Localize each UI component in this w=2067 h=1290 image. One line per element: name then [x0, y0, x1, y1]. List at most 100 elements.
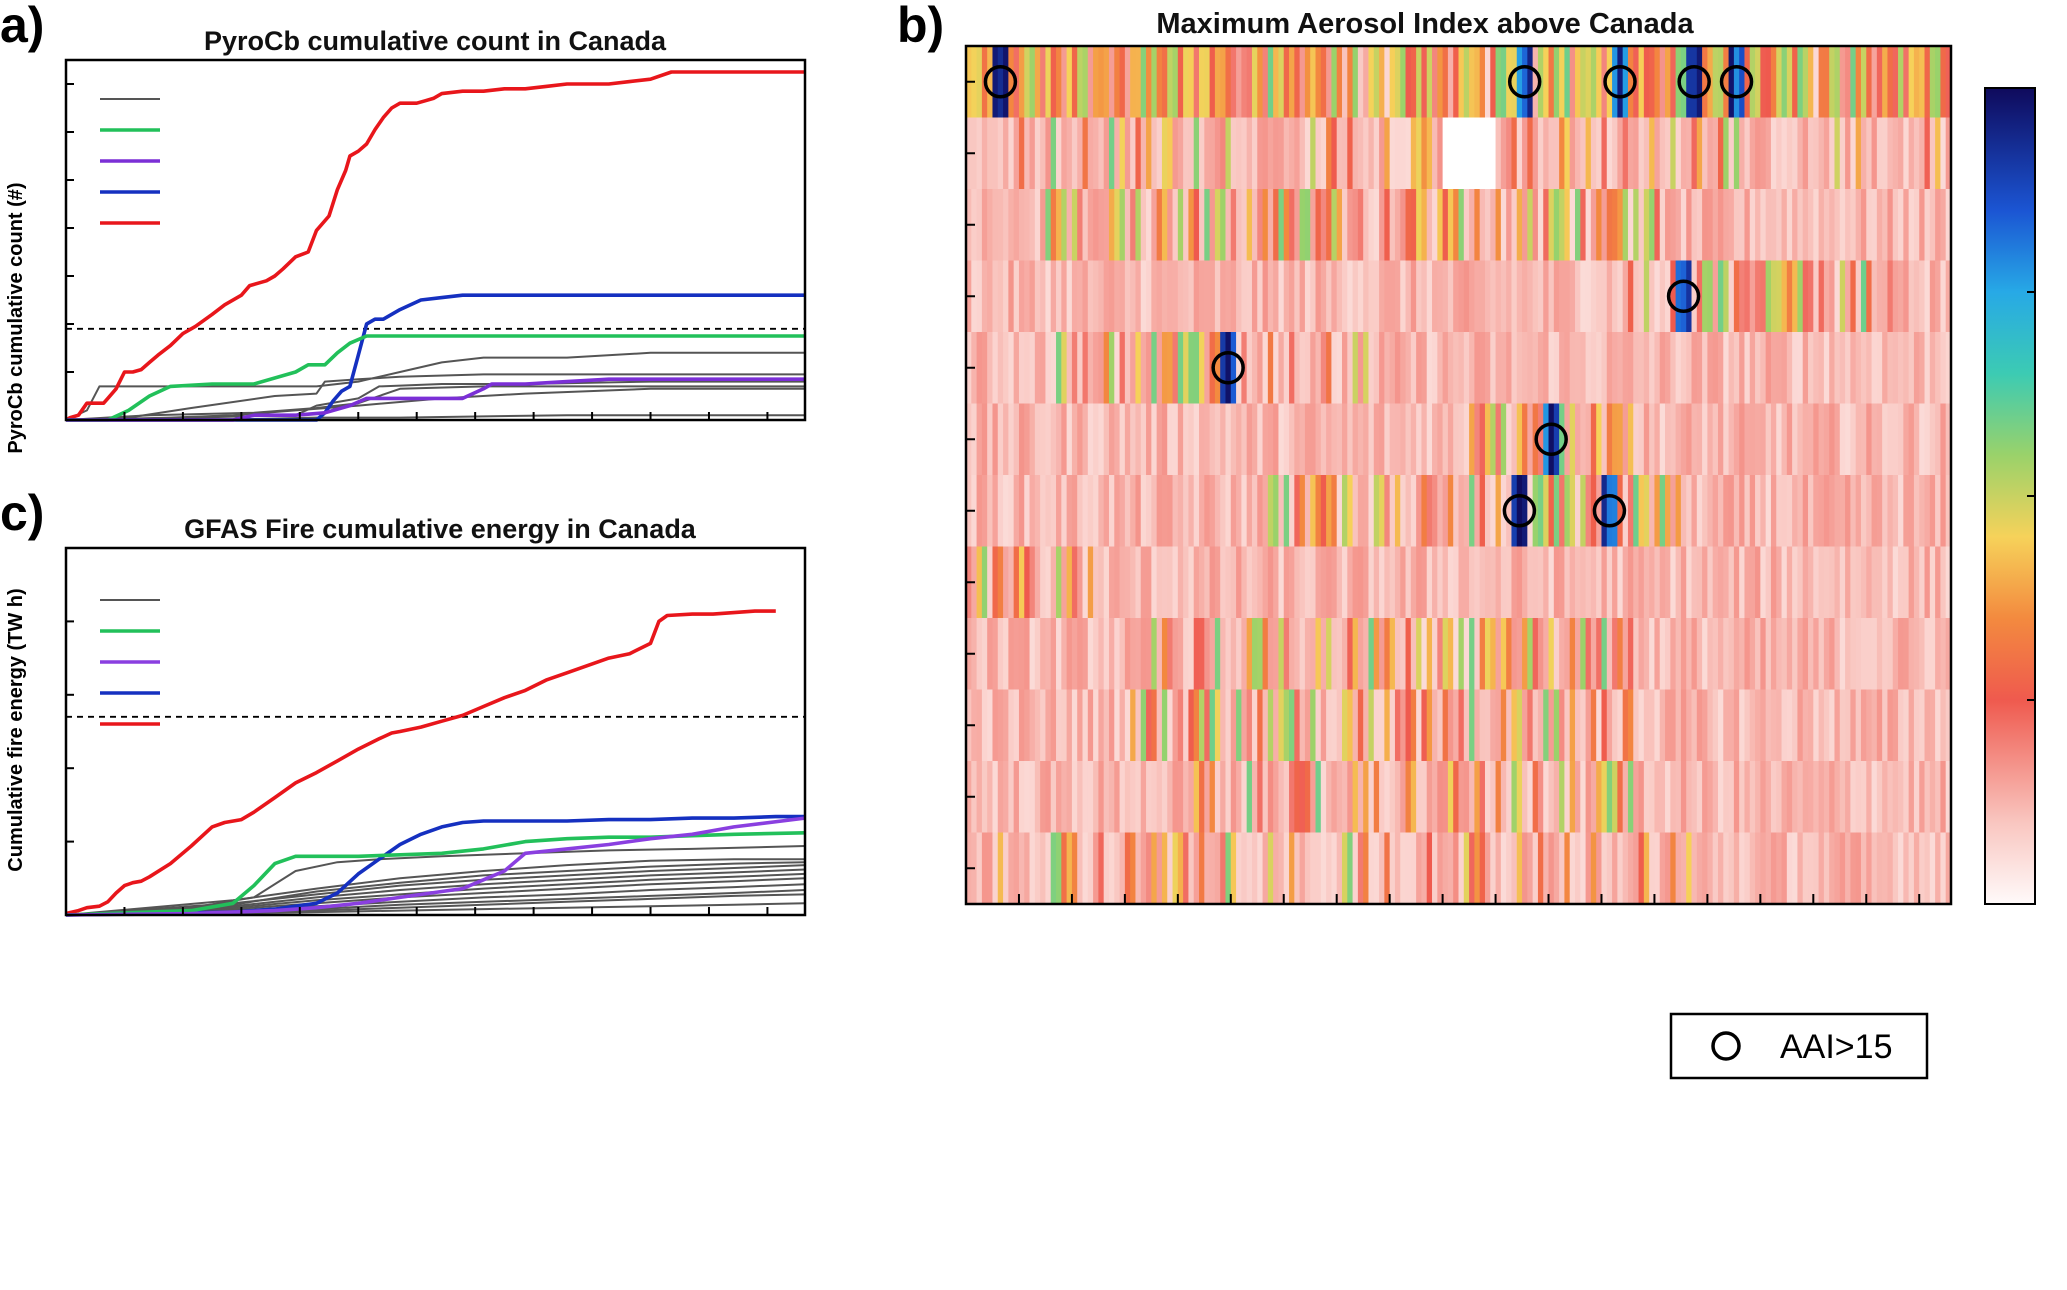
heat-cell	[1103, 46, 1110, 118]
heat-cell	[1151, 475, 1158, 547]
heat-cell	[1506, 189, 1513, 261]
heat-cell	[1495, 332, 1502, 404]
heat-cell	[1093, 189, 1099, 261]
heat-cell	[1818, 761, 1825, 833]
heat-cell	[1876, 546, 1883, 618]
heat-cell	[1246, 189, 1253, 261]
heat-cell	[1908, 475, 1915, 547]
heat-cell	[1903, 618, 1910, 690]
heat-cell	[1024, 260, 1031, 332]
heat-cell	[1018, 403, 1025, 475]
heat-cell	[1707, 403, 1714, 475]
heat-cell	[1066, 689, 1073, 761]
heat-cell	[1935, 46, 1942, 118]
heat-cell	[1130, 46, 1137, 118]
heat-cell	[1622, 189, 1629, 261]
heat-cell	[1527, 761, 1534, 833]
heat-cell	[1357, 403, 1364, 475]
heat-cell	[1225, 117, 1232, 189]
heat-cell	[1119, 618, 1126, 690]
heat-cell	[1691, 832, 1698, 904]
heat-cell	[1251, 260, 1258, 332]
heat-cell	[1575, 689, 1581, 761]
heat-cell	[1087, 260, 1094, 332]
heat-cell	[1003, 117, 1009, 189]
heat-cell	[1294, 403, 1301, 475]
heat-cell	[1384, 546, 1391, 618]
heat-cell	[1172, 832, 1179, 904]
heat-cell	[1596, 546, 1603, 618]
heat-cell	[1045, 189, 1052, 261]
heat-cell	[1177, 832, 1184, 904]
heat-cell	[1500, 618, 1507, 690]
heat-cell	[1876, 189, 1883, 261]
panel-a-series-layer	[65, 70, 805, 422]
heat-cell	[1294, 475, 1301, 547]
heat-cell	[1130, 832, 1137, 904]
heat-cell	[1013, 189, 1020, 261]
heat-cell	[1945, 117, 1952, 189]
heat-cell	[1765, 117, 1772, 189]
heat-cell	[1908, 546, 1915, 618]
heat-cell	[1548, 189, 1555, 261]
heat-cell	[1315, 832, 1322, 904]
heat-cell	[1283, 761, 1290, 833]
heat-cell	[1601, 832, 1608, 904]
heat-cell	[1214, 332, 1221, 404]
heat-cell	[1267, 689, 1274, 761]
heat-cell	[1177, 689, 1184, 761]
heat-cell	[1522, 618, 1528, 690]
heat-cell	[1442, 761, 1449, 833]
heat-cell	[1278, 332, 1285, 404]
heat-cell	[1537, 475, 1544, 547]
heat-cell	[1484, 546, 1491, 618]
heat-cell	[981, 618, 988, 690]
heat-cell	[1564, 689, 1571, 761]
heat-cell	[1172, 689, 1179, 761]
heat-cell	[1675, 832, 1682, 904]
heat-cell	[1945, 618, 1952, 690]
heat-cell	[1299, 117, 1306, 189]
heat-cell	[1823, 475, 1830, 547]
heat-cell	[1845, 332, 1851, 404]
heat-cell	[1299, 403, 1306, 475]
heat-cell	[1744, 117, 1751, 189]
heat-cell	[1262, 475, 1269, 547]
heat-cell	[1612, 761, 1618, 833]
heat-cell	[1627, 546, 1634, 618]
heat-cell	[1437, 189, 1444, 261]
heat-cell	[1813, 689, 1820, 761]
heat-cell	[1040, 46, 1047, 118]
heat-cell	[1755, 260, 1761, 332]
heat-cell	[1659, 761, 1666, 833]
heat-cell	[1500, 117, 1507, 189]
heat-cell	[1013, 117, 1020, 189]
heat-cell	[1151, 618, 1158, 690]
heat-cell	[1892, 117, 1899, 189]
heat-cell	[1310, 189, 1317, 261]
heat-cell	[1135, 475, 1142, 547]
heat-cell	[1929, 761, 1936, 833]
heat-cell	[1606, 403, 1613, 475]
heat-cell	[1882, 832, 1889, 904]
heat-cell	[1839, 689, 1846, 761]
heat-cell	[1320, 117, 1327, 189]
heat-cell	[1108, 403, 1115, 475]
heat-cell	[1135, 46, 1142, 118]
heat-cell	[1098, 832, 1105, 904]
heat-cell	[1829, 189, 1836, 261]
heat-cell	[1040, 546, 1047, 618]
heat-cell	[1050, 832, 1057, 904]
heat-cell	[1193, 332, 1200, 404]
heat-cell	[1410, 761, 1417, 833]
heat-cell	[1569, 189, 1576, 261]
heat-cell	[1797, 689, 1804, 761]
heat-cell	[1617, 332, 1624, 404]
heat-cell	[1400, 832, 1407, 904]
heat-cell	[1140, 832, 1147, 904]
heat-cell	[1680, 618, 1687, 690]
heat-cell	[1850, 546, 1857, 618]
heat-cell	[1352, 475, 1359, 547]
heat-cell	[1347, 832, 1354, 904]
heat-cell	[1066, 618, 1073, 690]
